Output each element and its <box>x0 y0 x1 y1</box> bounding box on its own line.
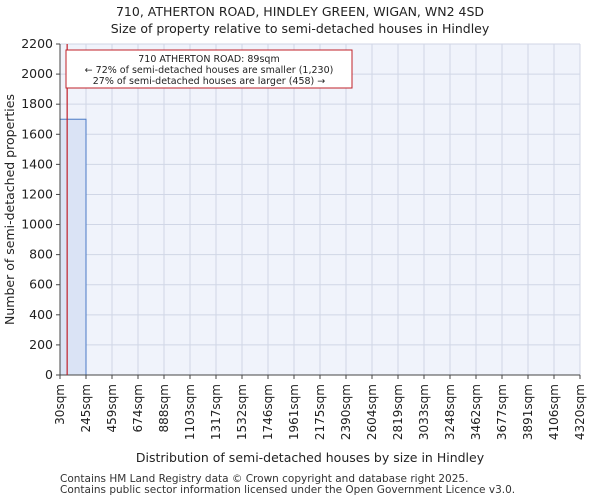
x-tick-label-7: 1532sqm <box>235 384 249 440</box>
y-tick-label-11: 2200 <box>21 36 53 51</box>
x-tick-label-2: 459sqm <box>105 384 119 432</box>
y-tick-label-8: 1600 <box>21 126 53 141</box>
y-tick-label-4: 800 <box>29 247 53 262</box>
x-tick-label-13: 2819sqm <box>391 384 405 440</box>
x-tick-label-0: 30sqm <box>53 384 67 425</box>
x-tick-label-19: 4106sqm <box>547 384 561 440</box>
y-tick-label-2: 400 <box>29 307 53 322</box>
bar-30sqm <box>59 118 87 376</box>
annotation-line-1: 710 ATHERTON ROAD: 89sqm <box>138 54 279 65</box>
annotation-line-3: 27% of semi-detached houses are larger (… <box>93 76 326 87</box>
x-tick-label-14: 3033sqm <box>417 384 431 440</box>
y-tick-label-5: 1000 <box>21 217 53 232</box>
footer-line-2: Contains public sector information licen… <box>60 484 516 496</box>
y-tick-label-3: 600 <box>29 277 53 292</box>
y-tick-label-1: 200 <box>29 337 53 352</box>
y-tick-label-7: 1400 <box>21 156 53 171</box>
x-tick-label-12: 2604sqm <box>365 384 379 440</box>
x-tick-label-10: 2175sqm <box>313 384 327 440</box>
footer-line-1: Contains HM Land Registry data © Crown c… <box>60 473 469 485</box>
annotation-box <box>65 49 353 89</box>
x-tick-label-18: 3891sqm <box>521 384 535 440</box>
y-tick-label-9: 1800 <box>21 96 53 111</box>
y-tick-label-10: 2000 <box>21 66 53 81</box>
chart-title: 710, ATHERTON ROAD, HINDLEY GREEN, WIGAN… <box>115 4 485 19</box>
x-tick-label-4: 888sqm <box>157 384 171 432</box>
x-tick-label-3: 674sqm <box>131 384 145 432</box>
annotation-line-2: ← 72% of semi-detached houses are smalle… <box>85 65 334 76</box>
y-axis-label: Number of semi-detached properties <box>2 94 17 325</box>
x-tick-label-15: 3248sqm <box>443 384 457 440</box>
x-tick-label-8: 1746sqm <box>261 384 275 440</box>
x-tick-label-6: 1317sqm <box>209 384 223 440</box>
x-tick-label-16: 3462sqm <box>469 384 483 440</box>
x-axis-label: Distribution of semi-detached houses by … <box>136 450 485 465</box>
y-tick-label-6: 1200 <box>21 186 53 201</box>
y-tick-label-0: 0 <box>45 367 53 382</box>
x-tick-label-1: 245sqm <box>79 384 93 432</box>
x-tick-label-17: 3677sqm <box>495 384 509 440</box>
chart-subtitle: Size of property relative to semi-detach… <box>110 21 490 36</box>
x-tick-label-20: 4320sqm <box>573 384 587 440</box>
x-tick-label-5: 1103sqm <box>183 384 197 440</box>
x-tick-label-9: 1961sqm <box>287 384 301 440</box>
x-tick-label-11: 2390sqm <box>339 384 353 440</box>
